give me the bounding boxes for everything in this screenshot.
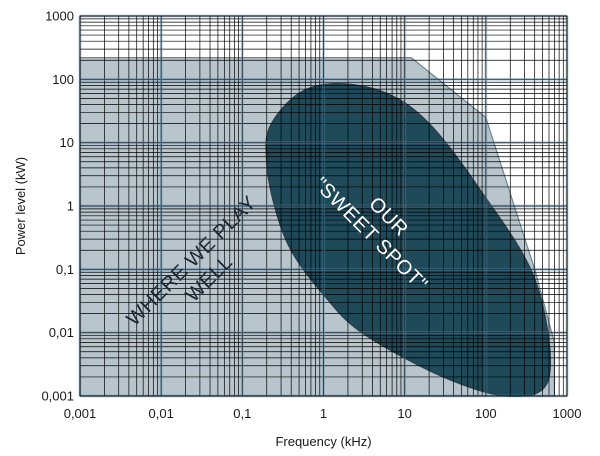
grid: [78, 14, 569, 398]
y-axis-label: Power level (kW): [13, 157, 28, 255]
y-tick-label: 1: [67, 199, 74, 214]
y-tick-label: 0,01: [49, 325, 74, 340]
tick-labels: 0,001 0,01 0,1 1 10 100 1000 0,001 0,01 0,1 1 10 100…: [41, 9, 581, 422]
x-tick-label: 100: [475, 406, 497, 421]
y-tick-label: 100: [52, 72, 74, 87]
x-tick-label: 0,01: [149, 406, 174, 421]
x-tick-label: 1000: [553, 406, 582, 421]
x-tick-label: 1: [320, 406, 327, 421]
x-tick-label: 0,001: [64, 406, 97, 421]
y-tick-label: 10: [60, 135, 74, 150]
plot-frame: [79, 15, 568, 397]
y-tick-label: 0,1: [56, 262, 74, 277]
y-tick-label: 0,001: [41, 389, 74, 404]
y-tick-label: 1000: [45, 9, 74, 24]
x-tick-label: 10: [397, 406, 411, 421]
regions: [79, 57, 555, 397]
x-tick-label: 0,1: [233, 406, 251, 421]
x-axis-label: Frequency (kHz): [275, 434, 371, 449]
